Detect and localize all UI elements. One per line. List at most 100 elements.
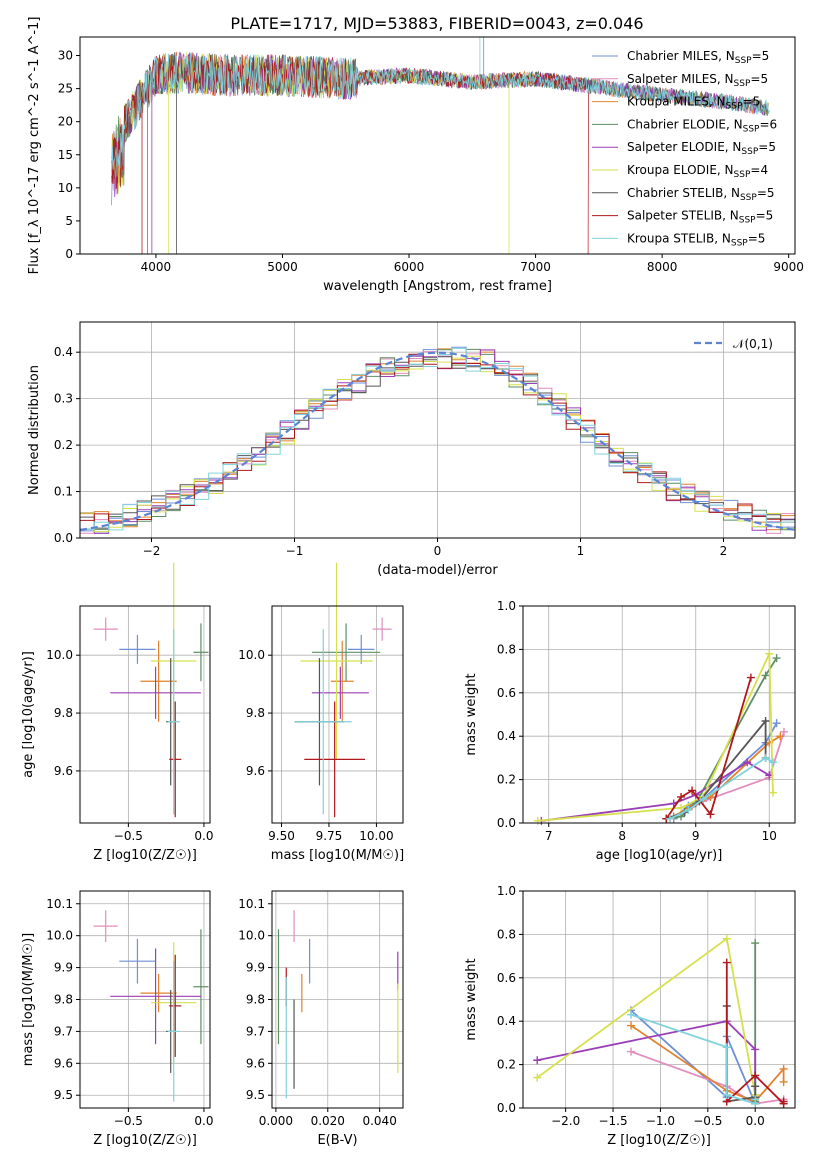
y-tick-label: 0.0 — [497, 816, 516, 830]
y-tick-label: 0.4 — [497, 1014, 516, 1028]
weight-marker — [776, 732, 785, 741]
panel-background — [80, 606, 210, 823]
errorbar-point-3 — [330, 640, 354, 722]
x-tick-label: 2 — [720, 544, 728, 558]
weight-marker — [722, 1043, 731, 1052]
plot-area — [93, 910, 209, 1102]
plot-area — [79, 346, 796, 534]
errorbar-point-2 — [372, 617, 392, 641]
y-tick-label: 0 — [65, 247, 73, 261]
y-tick-label: 9.9 — [246, 961, 265, 975]
weight-marker — [779, 1077, 788, 1086]
y-tick-label: 1.0 — [497, 599, 516, 613]
weight-marker — [772, 654, 781, 663]
errorbar-point-5 — [110, 948, 201, 1045]
y-axis-label: mass weight — [464, 958, 479, 1040]
x-tick-label: 9.50 — [268, 829, 295, 843]
weight-marker — [772, 719, 781, 728]
y-tick-label: 9.6 — [54, 1056, 73, 1070]
y-tick-label: 10.1 — [46, 897, 73, 911]
errorbar-point-8 — [169, 954, 182, 1057]
errorbar-point-2 — [93, 910, 118, 943]
axes-border — [79, 605, 211, 824]
x-axis-label: mass [log10(M/M☉)] — [271, 848, 404, 863]
x-tick-label: −0.5 — [693, 1114, 722, 1128]
legend-label-3: Kroupa MILES, NSSP=5 — [627, 95, 760, 112]
x-tick-label: −0.5 — [114, 829, 143, 843]
weight-marker — [666, 814, 675, 823]
x-tick-label: 1 — [577, 544, 585, 558]
axes-frame: −0.5 0.0 9.6 9.8 10.0 Z [log10(Z/Z☉)] age [log… — [21, 605, 214, 863]
x-axis-label: age [log10(age/yr)] — [596, 848, 723, 863]
y-tick-label: 10.1 — [238, 897, 265, 911]
legend-label-1: Chabrier MILES, NSSP=5 — [627, 49, 769, 66]
weight-marker — [706, 810, 715, 819]
panel-6: −0.5 0.0 9.5 9.6 9.7 9.8 9.9 10.0 10.1 Z [log10(Z… — [21, 890, 214, 1148]
x-tick-label: 7000 — [520, 260, 551, 274]
x-axis-label: E(B-V) — [317, 1133, 357, 1148]
panel-5: 7 8 9 10 0.0 0.2 0.4 0.6 0.8 1.0 age [log10(age/yr… — [464, 599, 796, 863]
errorbar-point-1 — [347, 634, 375, 664]
y-tick-label: 15 — [58, 148, 73, 162]
weight-marker — [779, 1064, 788, 1073]
x-tick-label: 0.040 — [362, 1114, 396, 1128]
legend-label-7: Chabrier STELIB, NSSP=5 — [627, 186, 775, 203]
weight-marker — [768, 758, 777, 767]
y-tick-label: 9.8 — [246, 993, 265, 1007]
y-tick-label: 0.2 — [497, 773, 516, 787]
weight-marker — [722, 1090, 731, 1099]
weight-marker — [751, 1045, 760, 1054]
panel-4: 9.50 9.75 10.00 9.6 9.8 10.0 mass [log10(M/M☉)… — [238, 562, 404, 863]
weight-marker — [627, 1021, 636, 1030]
panel-background — [272, 606, 403, 823]
y-tick-label: 0.8 — [497, 642, 516, 656]
weight-marker — [765, 649, 774, 658]
panel-7: 0.000 0.020 0.040 9.5 9.6 9.7 9.8 9.9 10.0 10.1 E(… — [238, 890, 404, 1148]
x-tick-label: 0.000 — [259, 1114, 293, 1128]
y-tick-label: 9.6 — [246, 764, 265, 778]
y-tick-label: 9.7 — [54, 1024, 73, 1038]
axes-frame: −2 −1 0 1 2 0.0 0.1 0.2 0.3 0.4 (data-model)/error… — [27, 321, 796, 578]
x-tick-label: 10 — [762, 829, 777, 843]
weight-marker — [627, 1010, 636, 1019]
errorbar-point-9 — [167, 961, 180, 1102]
y-tick-label: 0.0 — [497, 1101, 516, 1115]
weight-marker — [533, 1073, 542, 1082]
y-tick-label: 9.5 — [54, 1088, 73, 1102]
weight-marker — [779, 727, 788, 736]
weight-marker — [751, 1071, 760, 1080]
x-tick-label: −2 — [143, 544, 161, 558]
errorbar-point-4 — [193, 929, 209, 1045]
legend-label-4: Chabrier ELODIE, NSSP=6 — [627, 117, 777, 134]
y-axis-label: Normed distribution — [27, 365, 42, 495]
y-axis-label: mass weight — [464, 673, 479, 755]
y-tick-label: 9.9 — [54, 961, 73, 975]
panel-background — [523, 891, 795, 1108]
weight-marker — [533, 1056, 542, 1065]
axes-border — [79, 36, 796, 255]
x-axis-label: wavelength [Angstrom, rest frame] — [323, 279, 552, 294]
errorbar-point-1 — [119, 634, 156, 664]
x-tick-label: 8 — [618, 829, 626, 843]
y-tick-label: 0.3 — [54, 392, 73, 406]
x-tick-label: −0.5 — [114, 1114, 143, 1128]
x-tick-label: −1 — [286, 544, 304, 558]
axes-border — [522, 605, 796, 824]
weight-marker — [677, 792, 686, 801]
y-tick-label: 9.8 — [246, 706, 265, 720]
plot-area — [533, 649, 788, 825]
x-tick-label: 4000 — [141, 260, 172, 274]
plot-area — [93, 562, 209, 818]
y-tick-label: 0.6 — [497, 971, 516, 985]
errorbar-point-5 — [110, 666, 201, 719]
x-tick-label: 6000 — [394, 260, 425, 274]
x-tick-label: 9000 — [773, 260, 804, 274]
y-tick-label: 25 — [58, 82, 73, 96]
x-tick-label: 10.00 — [359, 829, 393, 843]
y-tick-label: 9.7 — [246, 1024, 265, 1038]
x-tick-label: −1.0 — [646, 1114, 675, 1128]
axes-frame: 4000 5000 6000 7000 8000 9000 0 5 10 15 20 25 30 wave… — [27, 17, 804, 294]
weight-marker — [761, 671, 770, 680]
y-tick-label: 0.1 — [54, 485, 73, 499]
